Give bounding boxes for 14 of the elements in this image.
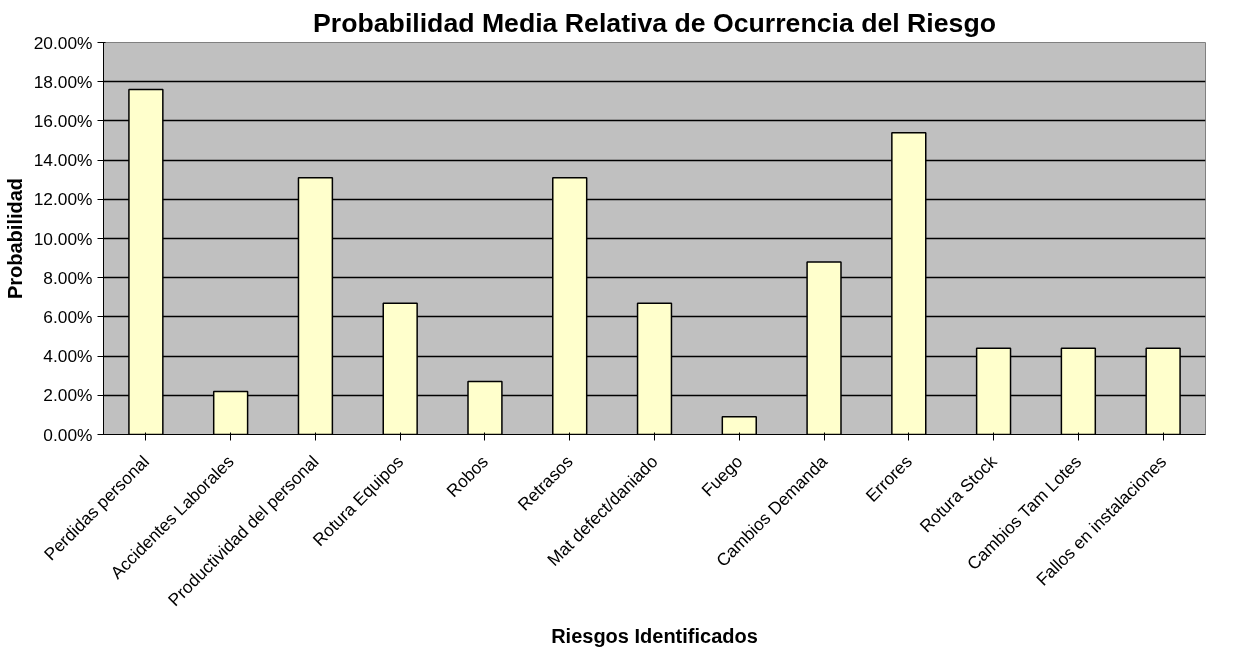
- y-tick-label: 2.00%: [43, 385, 93, 406]
- y-tick-label: 12.00%: [33, 189, 93, 210]
- y-tick-label: 0.00%: [43, 424, 93, 445]
- y-tick-label: 18.00%: [33, 71, 93, 92]
- y-tick-label: 8.00%: [43, 267, 93, 288]
- y-tick-label: 10.00%: [33, 228, 93, 249]
- y-tick-label: 16.00%: [33, 110, 93, 131]
- y-axis-title: Probabilidad: [3, 177, 26, 300]
- y-tick-label: 14.00%: [33, 150, 93, 171]
- y-tick-label: 4.00%: [43, 346, 93, 367]
- y-tick-label: 6.00%: [43, 306, 93, 327]
- chart-title: Probabilidad Media Relativa de Ocurrencia del Riesgo: [313, 7, 996, 38]
- x-axis-title: Riesgos Identificados: [551, 625, 758, 648]
- y-tick-label: 20.00%: [33, 32, 93, 53]
